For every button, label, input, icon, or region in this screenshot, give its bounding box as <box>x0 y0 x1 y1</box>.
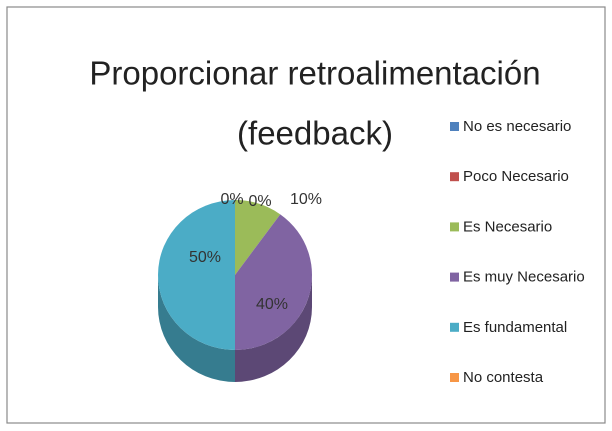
legend-label: Es Necesario <box>463 218 552 235</box>
chart-border <box>6 6 606 424</box>
legend-label: No es necesario <box>463 118 571 135</box>
data-label: 40% <box>256 296 288 313</box>
legend-swatch <box>450 122 459 131</box>
legend-swatch <box>450 272 459 282</box>
slice-side <box>158 275 235 382</box>
data-label: 50% <box>189 249 221 266</box>
slice <box>158 200 235 350</box>
legend-label: Poco Necesario <box>463 168 569 185</box>
legend-swatch <box>450 373 459 382</box>
legend-swatch <box>450 172 459 182</box>
data-label: 10% <box>290 191 322 208</box>
slice-side <box>235 275 312 382</box>
legend-swatch <box>450 322 459 332</box>
legend-label: No contesta <box>463 369 544 386</box>
legend-swatch <box>450 222 459 232</box>
chart-subtitle: (feedback) <box>237 115 393 152</box>
legend-label: Es muy Necesario <box>463 269 585 286</box>
legend-label: Es fundamental <box>463 319 567 336</box>
data-label: 0% <box>220 191 243 208</box>
chart-title: Proporcionar retroalimentación <box>89 55 540 92</box>
slice <box>235 214 313 350</box>
slice <box>235 200 281 275</box>
data-label: 0% <box>248 193 271 210</box>
